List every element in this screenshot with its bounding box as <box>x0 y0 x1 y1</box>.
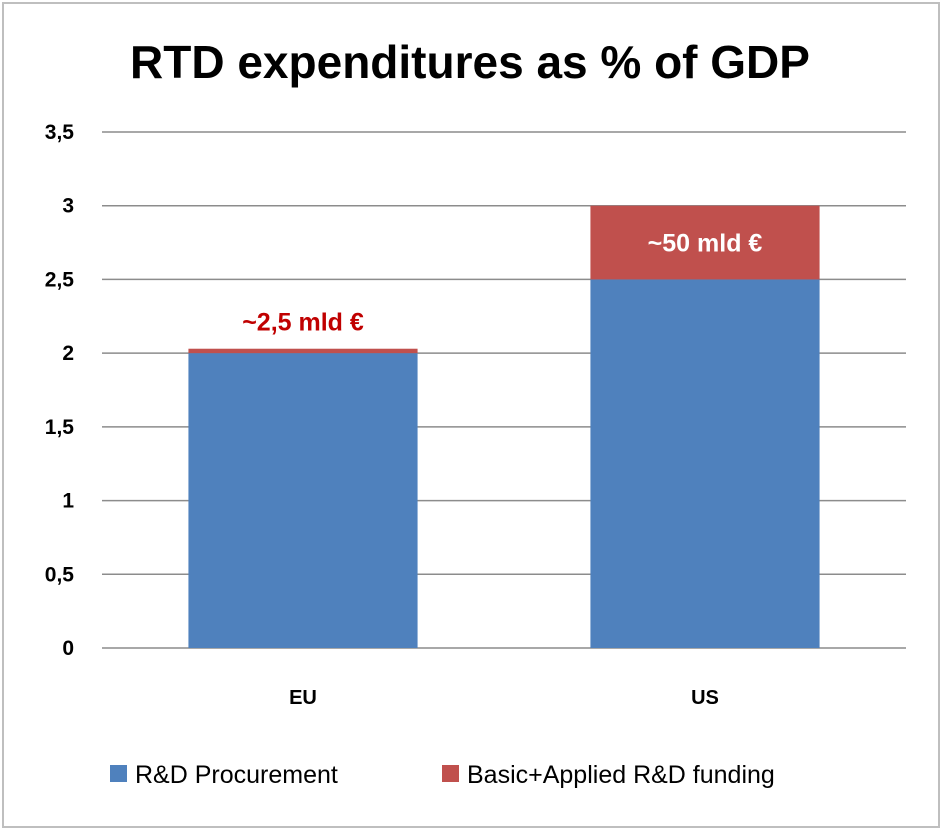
y-tick-label: 0,5 <box>45 563 75 586</box>
y-tick-label: 3,5 <box>45 121 75 144</box>
y-tick-label: 1,5 <box>45 416 75 439</box>
x-axis-categories: EU US <box>289 687 719 709</box>
legend-label: R&D Procurement <box>135 761 338 789</box>
y-tick-label: 1 <box>62 490 74 513</box>
legend: R&D Procurement Basic+Applied R&D funding <box>110 761 775 789</box>
y-tick-label: 0 <box>62 637 74 660</box>
annotation-eu: ~2,5 mld € <box>242 309 364 337</box>
chart-title: RTD expenditures as % of GDP <box>130 36 810 88</box>
bar-us-series-1 <box>590 279 820 648</box>
bars <box>188 205 820 648</box>
legend-swatch <box>442 765 459 782</box>
annotation-us: ~50 mld € <box>648 230 763 258</box>
bar-eu-series-2 <box>188 348 418 354</box>
y-tick-label: 2,5 <box>45 268 75 291</box>
x-category-label: EU <box>289 687 317 709</box>
legend-swatch <box>110 765 127 782</box>
annotations: ~2,5 mld € ~50 mld € <box>242 230 762 337</box>
legend-label: Basic+Applied R&D funding <box>467 761 775 789</box>
y-axis-ticks: 0 0,5 1 1,5 2 2,5 3 3,5 <box>45 121 75 660</box>
y-tick-label: 2 <box>62 342 74 365</box>
bar-us-series-2 <box>590 205 820 280</box>
bar-eu-series-1 <box>188 353 418 648</box>
y-tick-label: 3 <box>62 195 74 218</box>
x-category-label: US <box>691 687 719 709</box>
